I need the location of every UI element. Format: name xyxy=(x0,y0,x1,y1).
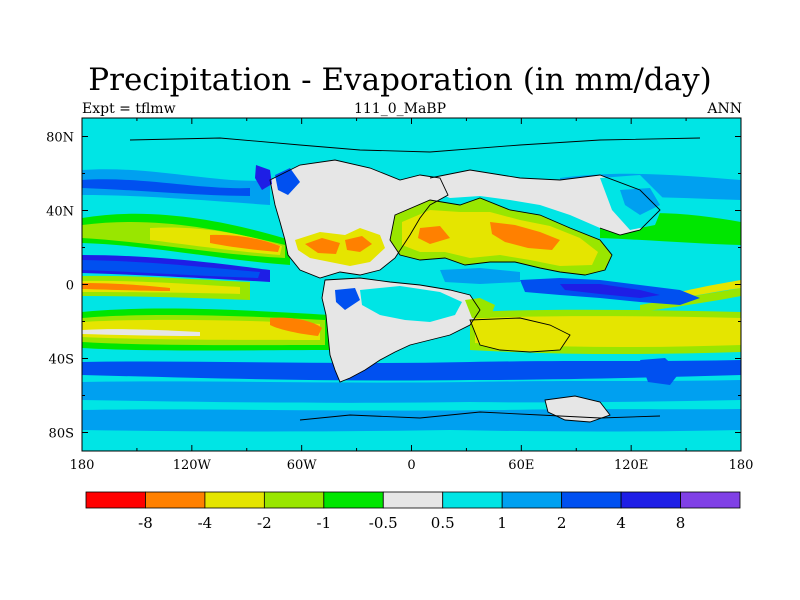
colorbar-swatch xyxy=(561,491,622,509)
x-tick-label: 180 xyxy=(729,458,754,473)
colorbar-label: 2 xyxy=(557,514,567,532)
x-tick-label: 0 xyxy=(407,458,415,473)
x-tick-label: 120E xyxy=(614,458,648,473)
coastlines xyxy=(129,137,701,423)
y-tick-label: 40N xyxy=(46,205,74,220)
axis-ticks: 180 120W 60W 0 60E 120E 180 80N 40N 0 40S 80S xyxy=(46,118,753,473)
colorbar-label: -8 xyxy=(138,514,153,532)
y-tick-label: 40S xyxy=(49,353,74,368)
colorbar-label: -2 xyxy=(257,514,272,532)
colorbar: -8 -4 -2 -1 -0.5 0.5 1 2 4 8 xyxy=(85,491,741,532)
period-label: 111_0_MaBP xyxy=(353,101,447,117)
colorbar-label: 8 xyxy=(676,514,686,532)
season-label: ANN xyxy=(707,101,742,117)
colorbar-label: -0.5 xyxy=(369,514,398,532)
colorbar-swatch xyxy=(263,491,325,509)
map-title: Precipitation - Evaporation (in mm/day) xyxy=(88,62,712,98)
x-tick-label: 180 xyxy=(70,458,95,473)
y-tick-label: 0 xyxy=(66,279,74,294)
x-tick-label: 60E xyxy=(508,458,534,473)
colorbar-swatch xyxy=(85,491,146,509)
colorbar-swatch xyxy=(323,491,384,509)
colorbar-swatch xyxy=(382,491,444,509)
colorbar-swatch xyxy=(145,491,206,509)
colorbar-swatch xyxy=(680,491,741,509)
y-tick-label: 80N xyxy=(46,131,74,146)
colorbar-swatch xyxy=(501,491,563,509)
colorbar-swatch xyxy=(442,491,503,509)
colorbar-swatch xyxy=(620,491,681,509)
x-tick-label: 120W xyxy=(173,458,212,473)
colorbar-label: -4 xyxy=(198,514,213,532)
colorbar-swatch xyxy=(204,491,265,509)
x-tick-label: 60W xyxy=(287,458,318,473)
colorbar-label: 0.5 xyxy=(431,514,455,532)
colorbar-label: 4 xyxy=(616,514,626,532)
y-tick-label: 80S xyxy=(49,427,74,442)
experiment-label: Expt = tflmw xyxy=(82,101,176,117)
colorbar-label: 1 xyxy=(497,514,507,532)
colorbar-label: -1 xyxy=(317,514,332,532)
contour-field xyxy=(82,118,741,451)
